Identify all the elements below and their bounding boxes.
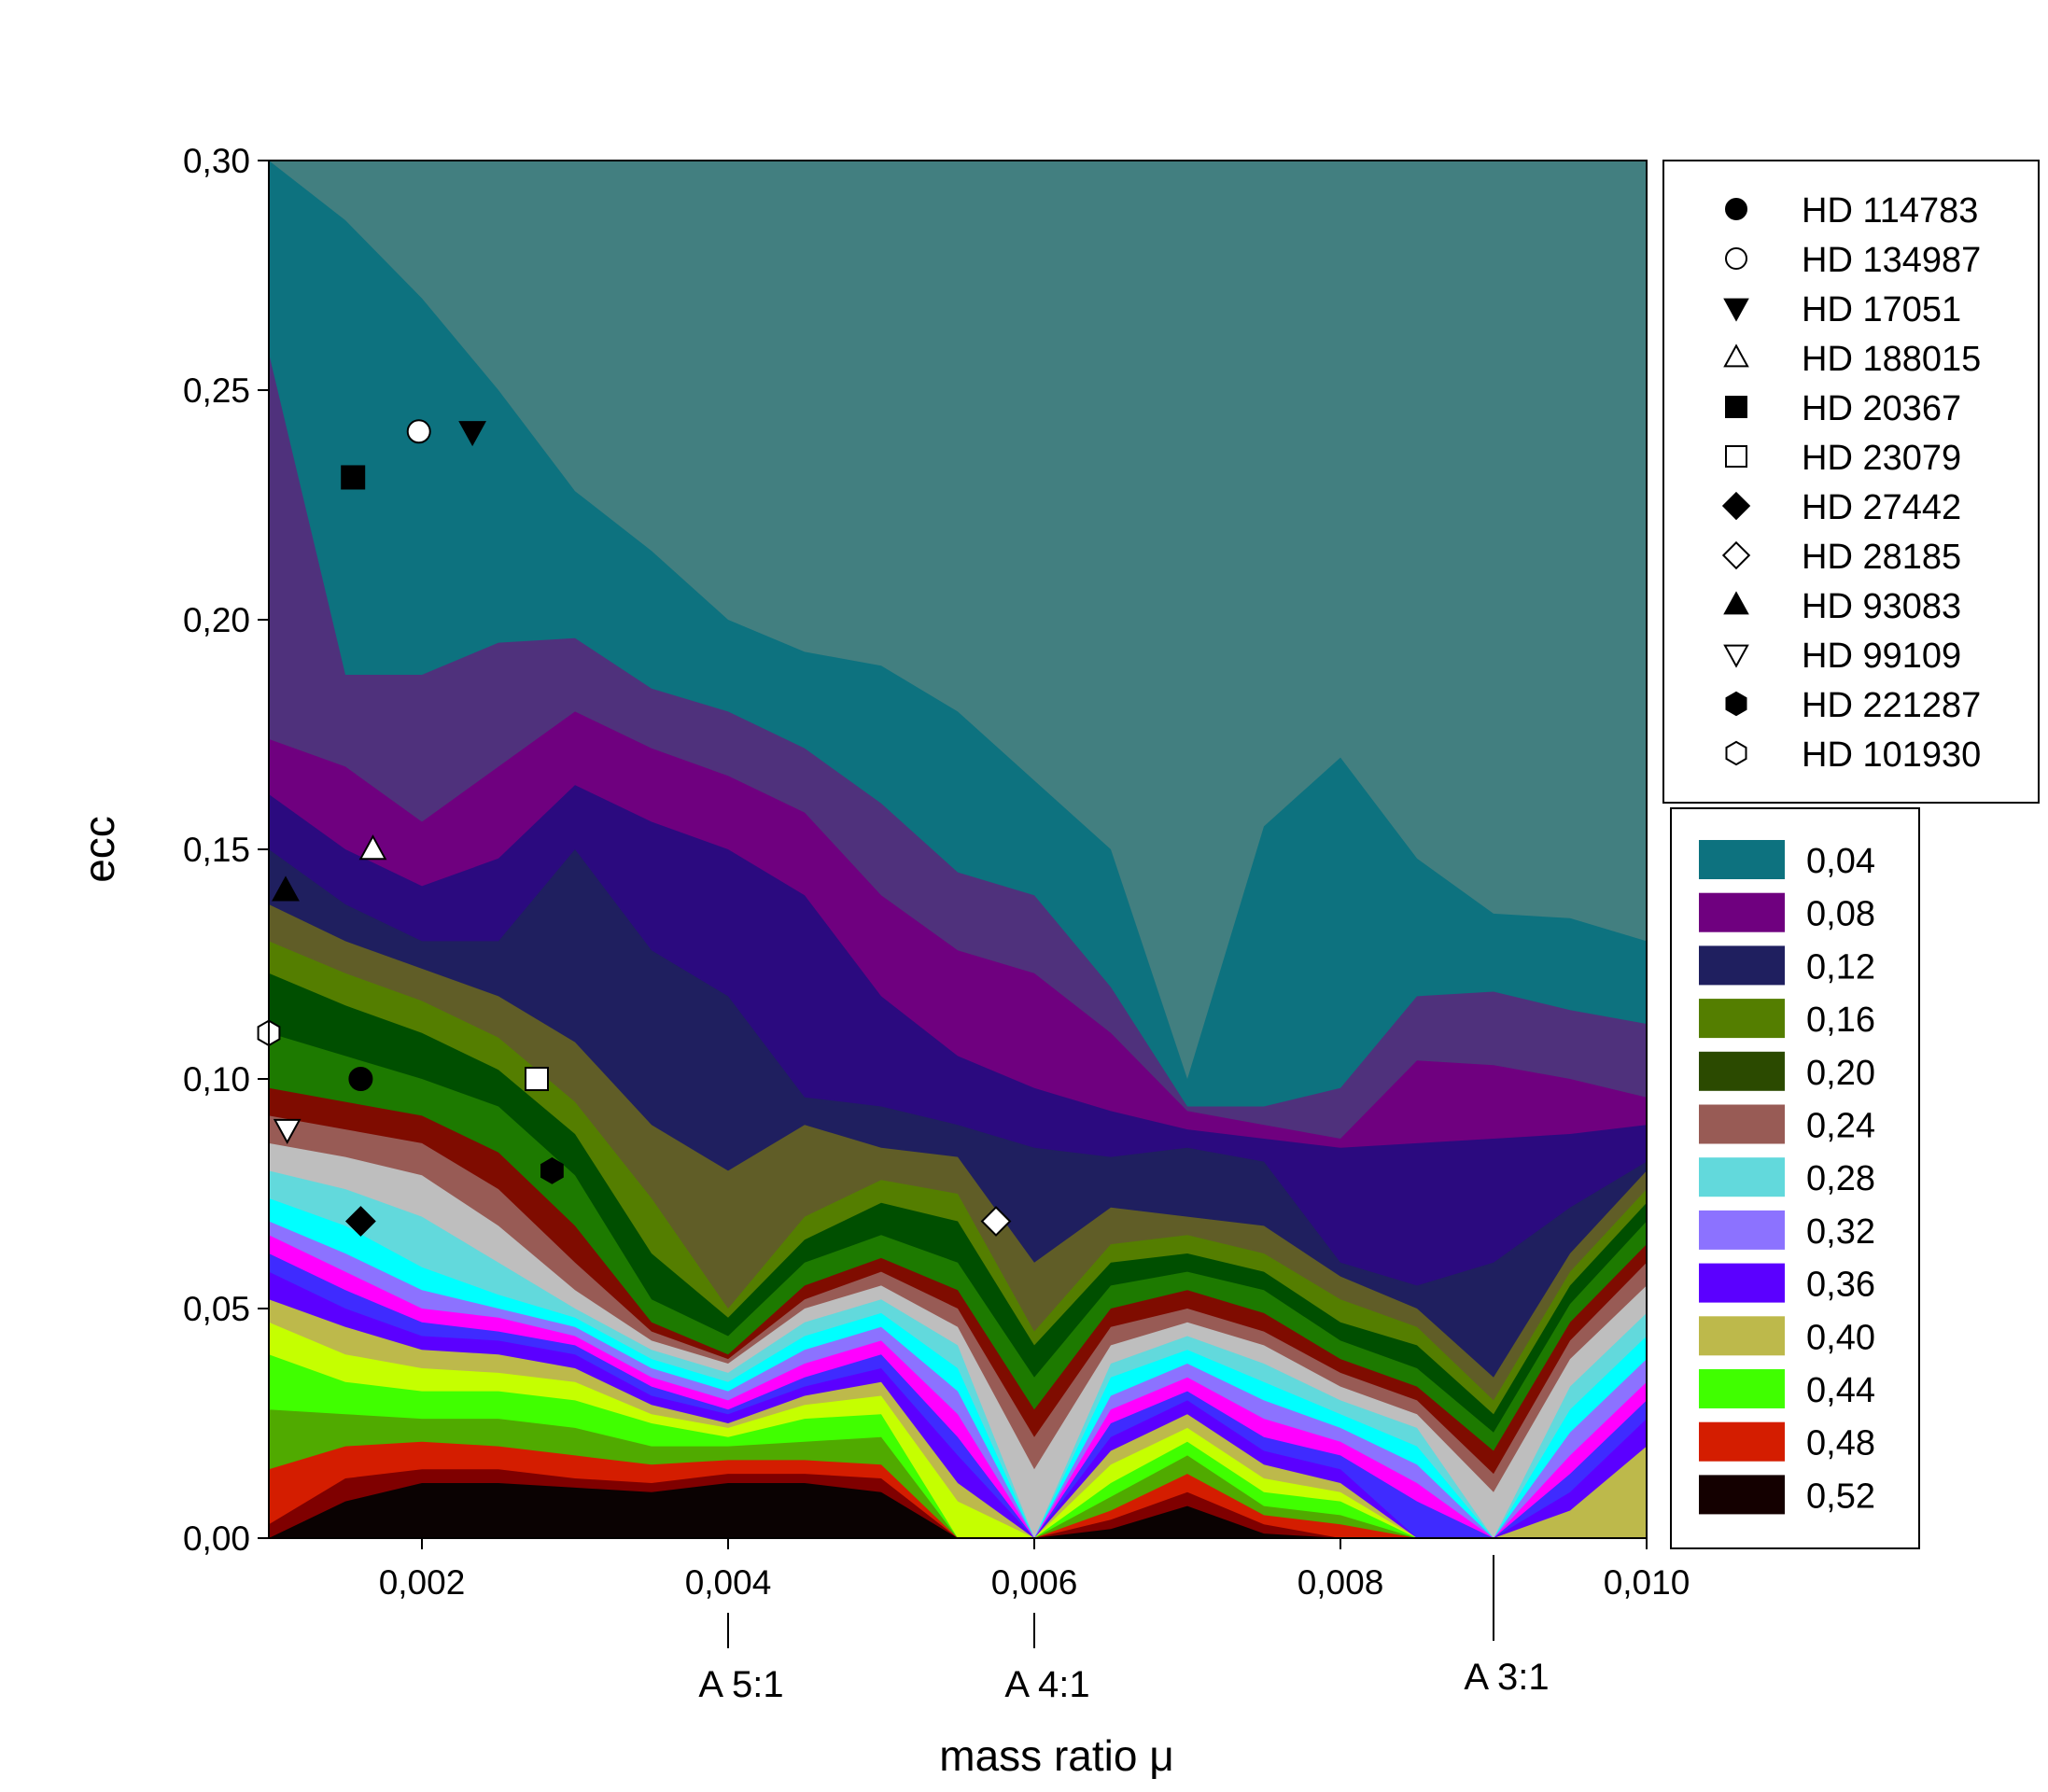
colorbar-label: 0,20 <box>1806 1054 1875 1093</box>
legend-marker-hd-101930 <box>1725 740 1747 766</box>
colorbar-swatch <box>1699 1104 1785 1144</box>
colorbar-label: 0,52 <box>1806 1477 1875 1516</box>
colorbar-swatch <box>1699 945 1785 986</box>
point-hd-28185 <box>980 1206 1012 1237</box>
colorbar-label: 0,36 <box>1806 1266 1875 1305</box>
y-tick-label: 0,10 <box>183 1060 250 1099</box>
planet-legend-box <box>1662 160 2040 804</box>
point-hd-134987 <box>406 419 431 444</box>
point-hd-99109 <box>273 1118 302 1144</box>
y-tick-label: 0,25 <box>183 371 250 410</box>
colorbar-swatch <box>1699 1475 1785 1515</box>
y-axis-label: ecc <box>75 816 123 883</box>
colorbar-label: 0,24 <box>1806 1107 1875 1146</box>
legend-label-hd-27442: HD 27442 <box>1802 488 1961 527</box>
resonance-label: A 4:1 <box>1004 1664 1089 1705</box>
colorbar-swatch <box>1699 1210 1785 1250</box>
point-hd-23079 <box>525 1067 549 1091</box>
point-hd-114783 <box>348 1067 373 1091</box>
legend-label-hd-20367: HD 20367 <box>1802 389 1961 428</box>
resonance-label: A 5:1 <box>698 1664 783 1705</box>
colorbar-swatch <box>1699 892 1785 932</box>
legend-label-hd-101930: HD 101930 <box>1802 735 1981 775</box>
legend-label-hd-17051: HD 17051 <box>1802 290 1961 329</box>
point-hd-93083 <box>272 875 300 902</box>
legend-label-hd-93083: HD 93083 <box>1802 587 1961 626</box>
planet-legend: HD 114783 HD 134987 HD 17051 HD 188015 HD 20… <box>1662 160 2040 804</box>
point-hd-221287 <box>540 1157 564 1184</box>
legend-marker-hd-20367 <box>1725 396 1747 418</box>
legend-label-hd-99109: HD 99109 <box>1802 637 1961 676</box>
legend-label-hd-134987: HD 134987 <box>1802 241 1981 280</box>
legend-label-hd-114783: HD 114783 <box>1802 191 1978 231</box>
y-tick-label: 0,05 <box>183 1290 250 1328</box>
colorbar-label: 0,08 <box>1806 895 1875 934</box>
legend-marker-hd-27442 <box>1721 491 1751 521</box>
colorbar-swatch <box>1699 1421 1785 1462</box>
colorbar-swatch <box>1699 1263 1785 1303</box>
contour-band-25 <box>269 1483 1647 1538</box>
x-axis-label: mass ratio μ <box>939 1731 1173 1780</box>
legend-marker-hd-221287 <box>1725 691 1747 717</box>
y-tick-label: 0,00 <box>183 1519 250 1558</box>
colorbar-label: 0,16 <box>1806 1001 1875 1040</box>
legend-marker-hd-28185 <box>1721 540 1751 570</box>
y-tick-label: 0,20 <box>183 601 250 639</box>
colorbar-legend: 0,04 0,08 0,12 0,16 0,20 0,24 0,28 0,32 0,36 0,40… <box>1670 807 1920 1549</box>
legend-marker-hd-114783 <box>1725 198 1747 220</box>
resonance-label: A 3:1 <box>1464 1657 1549 1698</box>
colorbar-label: 0,04 <box>1806 842 1875 881</box>
colorbar-swatch <box>1699 840 1785 879</box>
colorbar-label: 0,28 <box>1806 1159 1875 1198</box>
colorbar-swatch <box>1699 1369 1785 1408</box>
x-tick-label: 0,008 <box>1298 1563 1384 1602</box>
legend-marker-hd-17051 <box>1723 298 1749 322</box>
legend-label-hd-28185: HD 28185 <box>1802 538 1961 577</box>
x-tick-label: 0,006 <box>991 1563 1078 1602</box>
legend-marker-hd-23079 <box>1725 445 1747 468</box>
point-hd-27442 <box>344 1206 376 1237</box>
legend-marker-hd-93083 <box>1723 591 1749 615</box>
legend-label-hd-221287: HD 221287 <box>1802 686 1981 725</box>
y-tick-label: 0,30 <box>183 142 250 180</box>
plot-area <box>257 161 1647 1539</box>
colorbar-label: 0,40 <box>1806 1318 1875 1357</box>
legend-label-hd-188015: HD 188015 <box>1802 340 1981 379</box>
legend-label-hd-23079: HD 23079 <box>1802 439 1961 478</box>
legend-marker-hd-188015 <box>1723 343 1749 368</box>
legend-marker-hd-134987 <box>1725 247 1747 270</box>
y-tick-label: 0,15 <box>183 831 250 869</box>
colorbar-label: 0,12 <box>1806 947 1875 987</box>
x-tick-label: 0,004 <box>685 1563 772 1602</box>
colorbar-label: 0,44 <box>1806 1371 1875 1410</box>
colorbar-label: 0,48 <box>1806 1424 1875 1463</box>
point-hd-20367 <box>341 465 366 490</box>
colorbar-swatch <box>1699 999 1785 1039</box>
x-tick-label: 0,002 <box>379 1563 466 1602</box>
colorbar-swatch <box>1699 1316 1785 1356</box>
point-hd-17051 <box>458 421 486 447</box>
x-tick-label: 0,010 <box>1604 1563 1690 1602</box>
colorbar-swatch <box>1699 1157 1785 1197</box>
colorbar-swatch <box>1699 1051 1785 1091</box>
axes: 0,00 0,05 0,10 0,15 0,20 0,25 0,30 0,002 0,004 0,… <box>183 142 1690 1705</box>
point-hd-188015 <box>358 834 387 861</box>
legend-marker-hd-99109 <box>1723 644 1749 668</box>
colorbar-label: 0,32 <box>1806 1212 1875 1252</box>
